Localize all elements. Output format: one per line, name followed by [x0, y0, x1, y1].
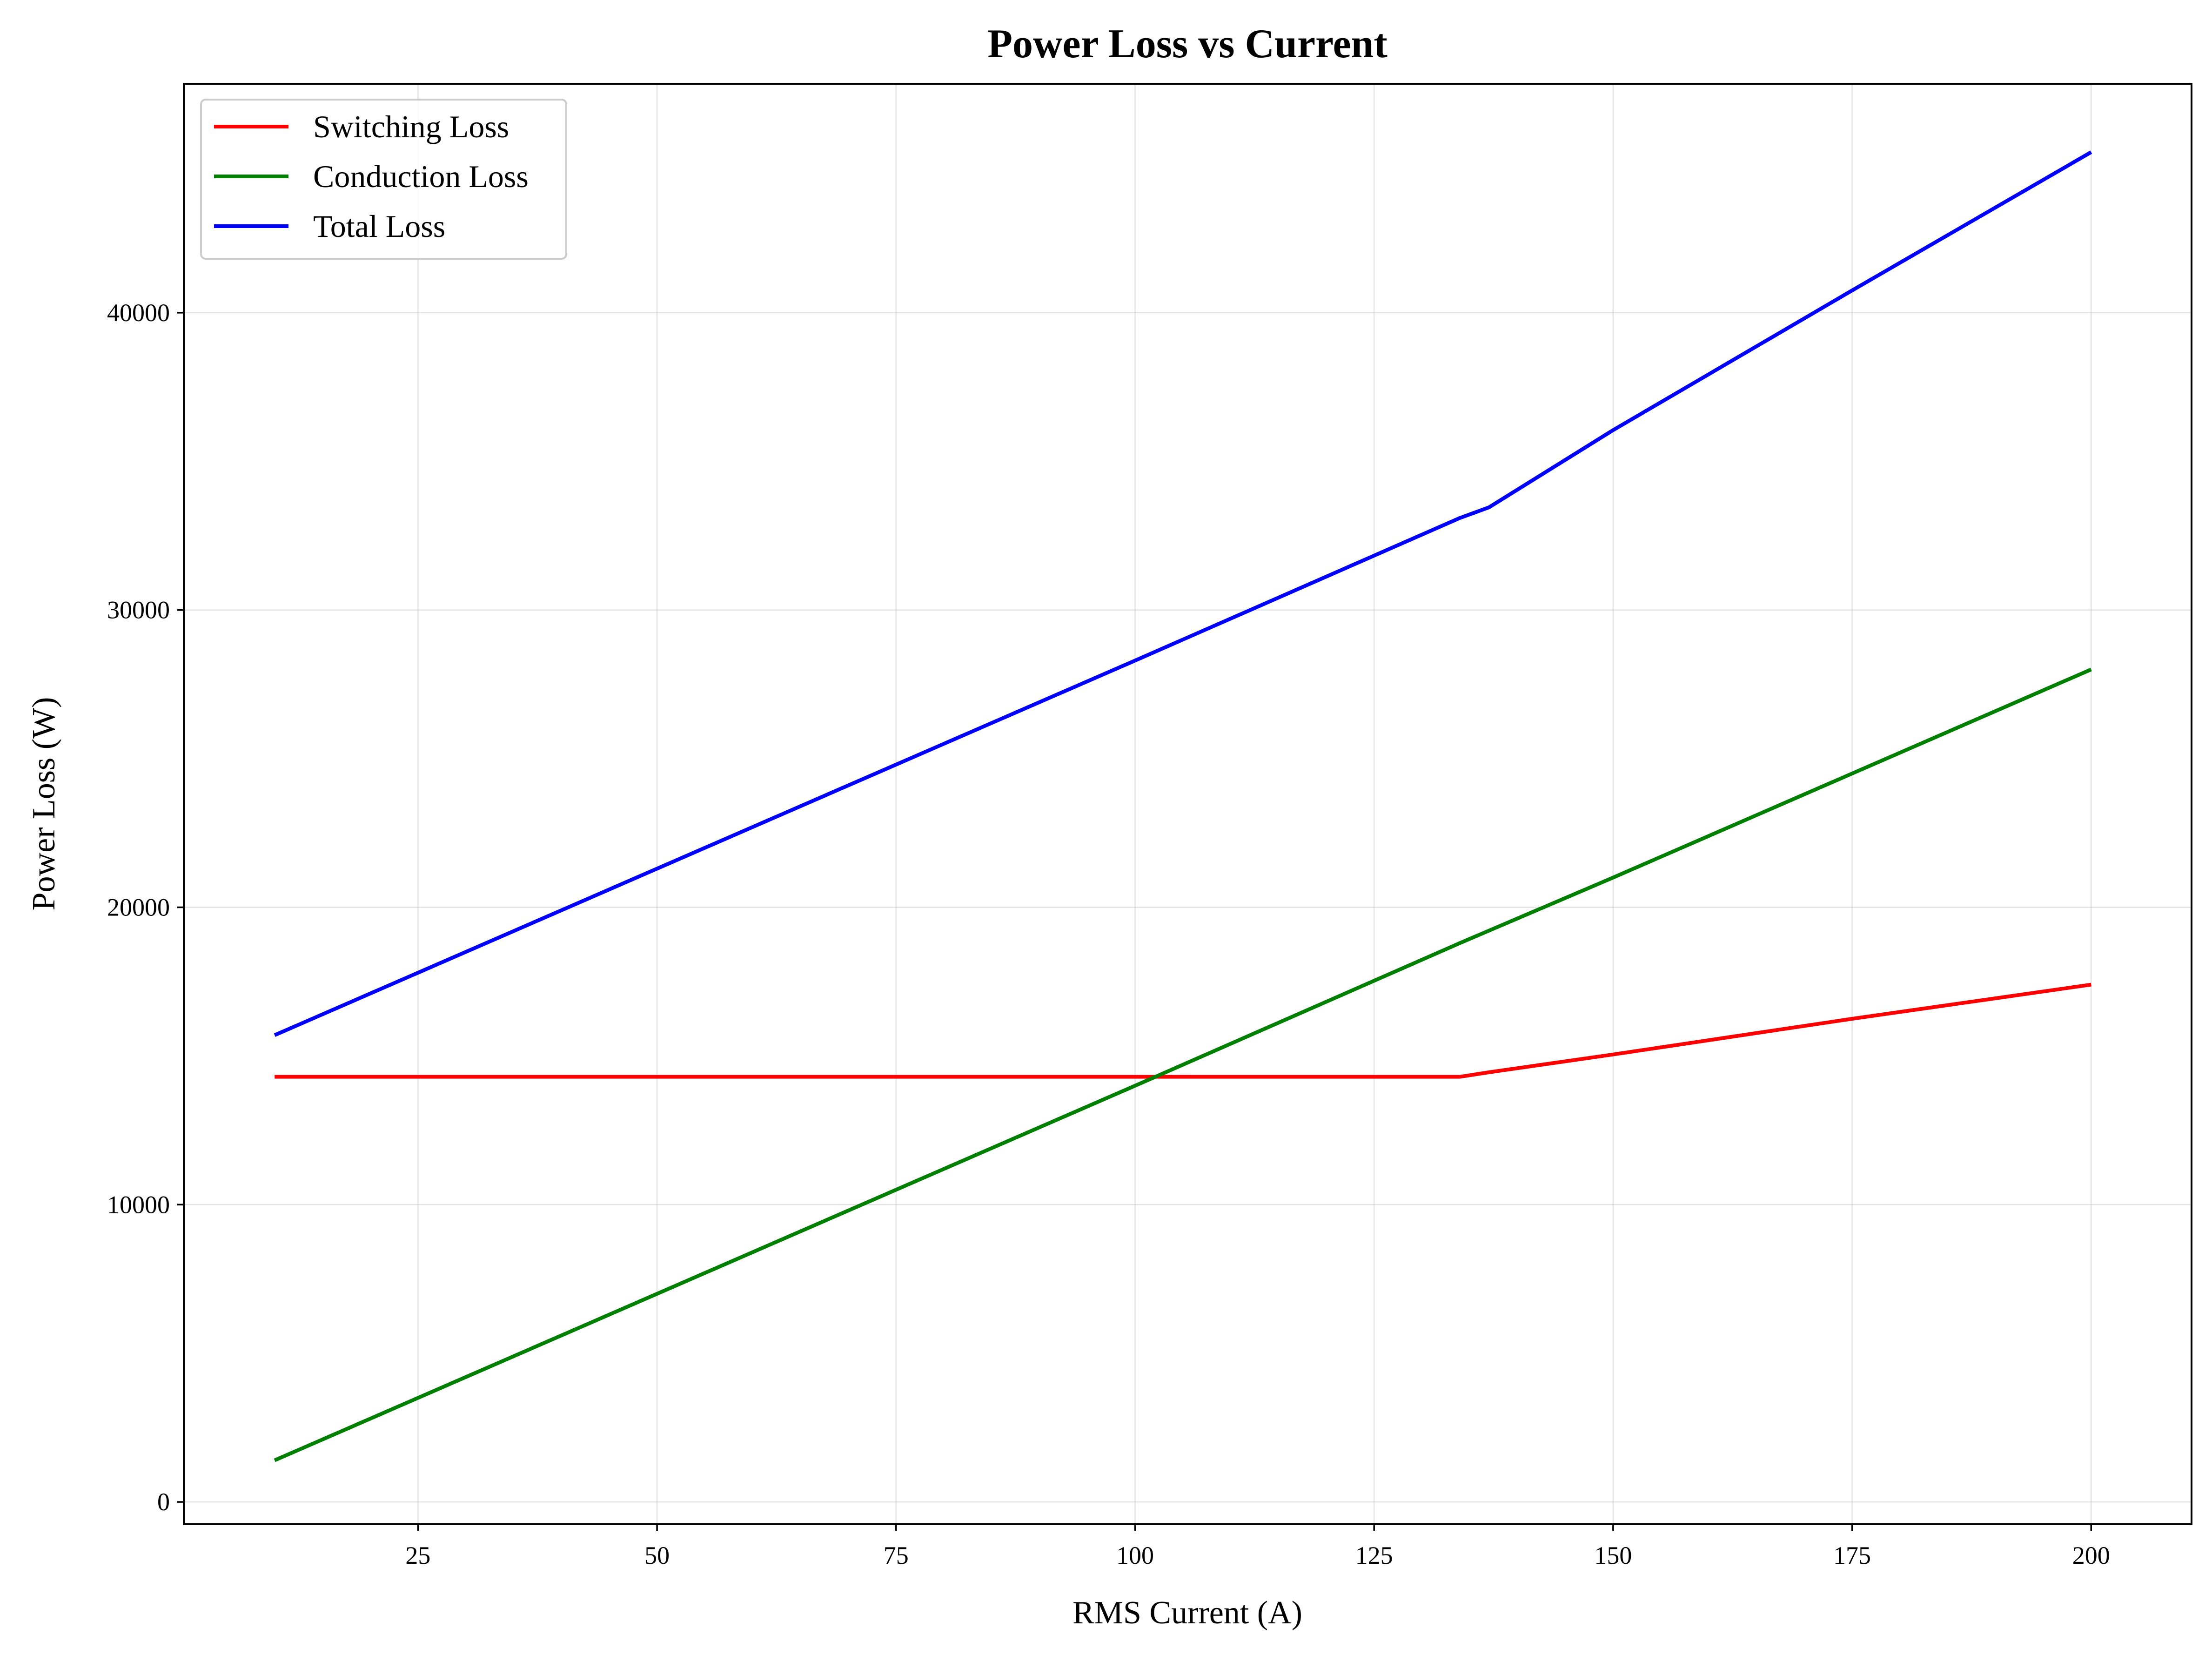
x-tick-label: 200 [2072, 1541, 2110, 1569]
x-axis-label: RMS Current (A) [1072, 1595, 1302, 1631]
x-tick-label: 175 [1833, 1541, 1871, 1569]
switching-loss-legend-label: Switching Loss [313, 109, 509, 144]
y-tick-label: 10000 [107, 1191, 170, 1218]
x-tick-label: 100 [1116, 1541, 1154, 1569]
total-loss-line [274, 150, 2092, 1037]
x-tick-label: 25 [405, 1541, 430, 1569]
y-tick-label: 40000 [107, 299, 170, 327]
conduction-loss-line [274, 667, 2092, 1462]
x-tick-label: 150 [1594, 1541, 1632, 1569]
chart-title: Power Loss vs Current [987, 21, 1388, 67]
legend: Switching Loss Conduction Loss Total Loss [200, 99, 567, 260]
x-tick-label: 50 [644, 1541, 670, 1569]
x-tick-label: 75 [884, 1541, 909, 1569]
grid-layer [184, 84, 2192, 1524]
legend-box [200, 99, 567, 260]
y-tick-label: 20000 [107, 893, 170, 921]
x-tick-label: 125 [1355, 1541, 1393, 1569]
tick-layer: 25 50 75 100 125 150 175 200 0 10000 20000 30000 400… [107, 299, 2110, 1569]
series-layer [274, 150, 2092, 1462]
y-axis-label: Power Loss (W) [26, 697, 62, 911]
y-tick-label: 0 [157, 1488, 170, 1516]
total-loss-legend-label: Total Loss [313, 209, 445, 244]
plot-frame [183, 83, 2192, 1525]
y-tick-label: 30000 [107, 596, 170, 624]
switching-loss-line [275, 982, 2091, 1079]
conduction-loss-legend-label: Conduction Loss [313, 159, 529, 194]
